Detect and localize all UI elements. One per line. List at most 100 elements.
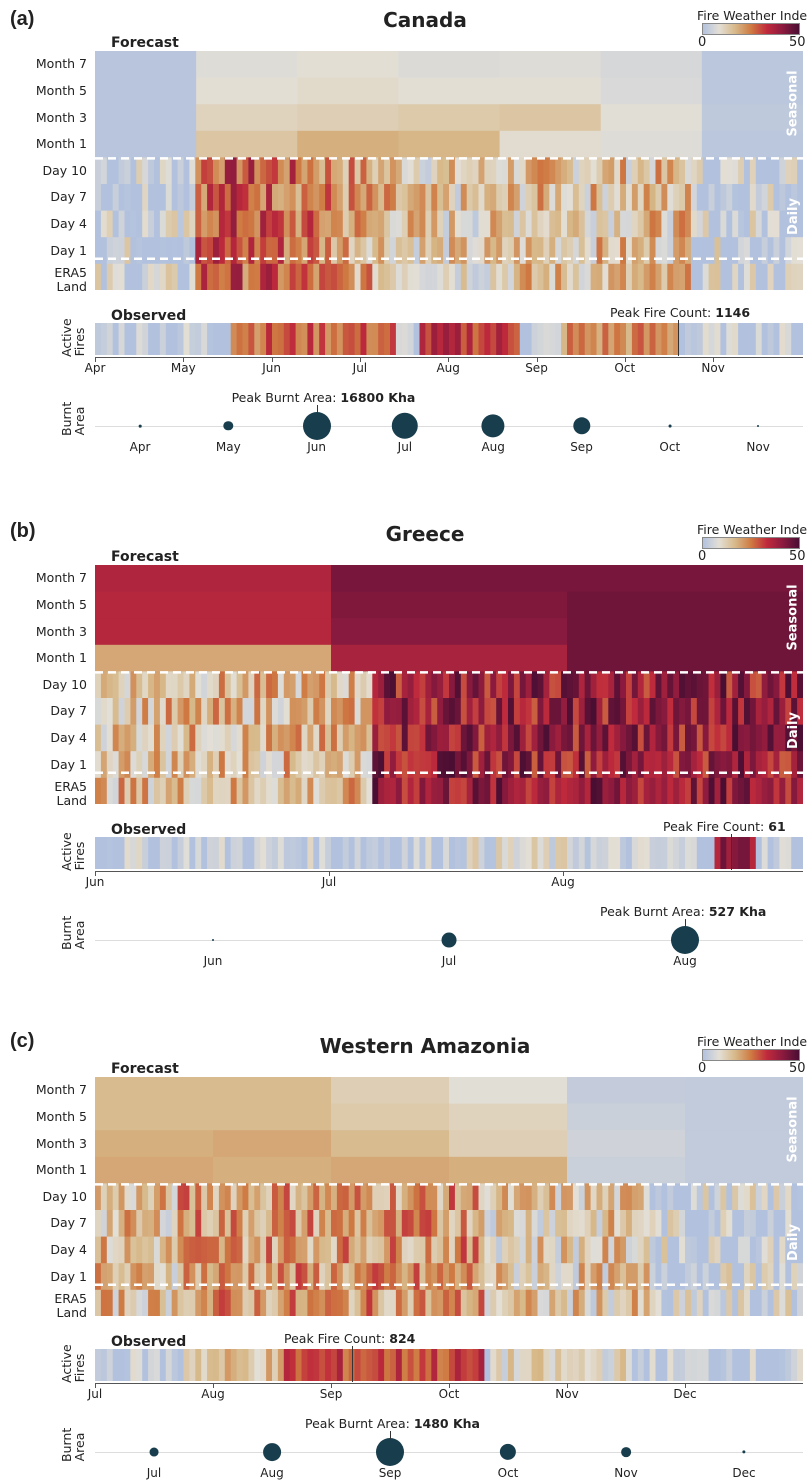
daily-cell [549,263,556,290]
daily-cell [366,698,373,726]
daily-cell [679,210,686,238]
daily-cell [696,671,704,699]
row-label: Month 1 [35,650,87,666]
daily-cell [454,1263,462,1291]
fire-cell [136,1349,143,1381]
fire-cell [472,323,480,355]
daily-cell [749,157,757,185]
daily-cell [602,1263,609,1291]
fire-cell [478,1349,485,1381]
daily-cell [567,210,574,238]
fire-cell [449,837,456,869]
daily-cell [708,237,716,265]
daily-cell [690,724,698,752]
daily-cell [307,1263,314,1291]
daily-cell [177,1263,185,1291]
daily-cell [690,210,698,238]
daily-cell [124,1236,131,1264]
daily-cell [159,184,167,212]
daily-cell [714,724,721,752]
daily-cell [626,210,633,238]
panel-western-amazonia: (c) Western Amazonia Fire Weather Index … [0,1026,807,1481]
daily-cell [637,263,645,290]
colorbar-min: 0 [698,549,707,564]
daily-cell [342,210,350,238]
daily-cell [189,724,196,752]
daily-cell [313,751,320,779]
daily-cell [685,698,692,726]
daily-cell [378,698,385,726]
daily-cell [685,777,692,804]
fire-cell [490,323,497,355]
daily-cell [696,157,704,185]
daily-cell [478,1236,485,1264]
daily-cell [732,1183,739,1211]
daily-cell [130,777,137,804]
daily-cell [649,263,657,290]
daily-cell [301,157,308,185]
daily-cell [336,263,344,290]
daily-cell [685,751,692,779]
row-label: Month 3 [35,1135,87,1151]
month-label: Aug [551,875,575,889]
daily-cell [159,1236,167,1264]
fire-cell [213,323,220,355]
daily-cell [537,698,544,726]
fire-cell [449,1349,456,1381]
daily-cell [466,1183,474,1211]
fire-cell [218,323,226,355]
daily-cell [407,1183,415,1211]
daily-cell [549,724,556,752]
daily-cell [360,263,367,290]
fire-cell [390,837,397,869]
daily-cell [100,751,108,779]
fire-cell [531,323,539,355]
daily-cell [714,777,721,804]
daily-cell [218,698,226,726]
daily-cell [631,1289,639,1316]
daily-cell [685,1289,692,1316]
fire-cell [679,323,686,355]
daily-cell [413,671,421,699]
daily-cell [637,157,645,185]
fire-cell [696,1349,704,1381]
daily-cell [484,698,491,726]
month-label: Oct [614,361,636,375]
daily-cell [230,1263,238,1291]
daily-cell [661,1236,668,1264]
daily-cell [413,263,421,290]
daily-cell [714,698,721,726]
daily-cell [401,1183,409,1211]
fire-cell [366,323,373,355]
daily-cell [525,671,533,699]
daily-cell [413,724,421,752]
fire-cell [242,323,249,355]
daily-cell [726,210,733,238]
panel-title: Greece [385,522,465,546]
fire-cell [508,323,515,355]
burnt-area-bubble [302,412,331,440]
fire-cell [549,1349,556,1381]
daily-cell [354,1183,362,1211]
fire-cell [732,323,739,355]
daily-cell [496,1236,503,1264]
daily-cell [118,184,126,212]
daily-cell [667,1183,674,1211]
daily-cell [236,777,244,804]
daily-cell [307,671,314,699]
seasonal-cell [95,104,197,132]
fire-cell [218,837,226,869]
fire-cell [602,323,609,355]
daily-cell [295,1263,303,1291]
daily-cell [620,724,627,752]
daily-cell [466,184,474,212]
daily-cell [531,237,539,265]
daily-cell [714,210,721,238]
daily-cell [584,1210,592,1238]
daily-cell [572,237,580,265]
daily-cell [785,1183,792,1211]
daily-cell [561,1183,568,1211]
daily-cell [785,1236,792,1264]
daily-cell [525,724,533,752]
fire-cell [655,1349,662,1381]
